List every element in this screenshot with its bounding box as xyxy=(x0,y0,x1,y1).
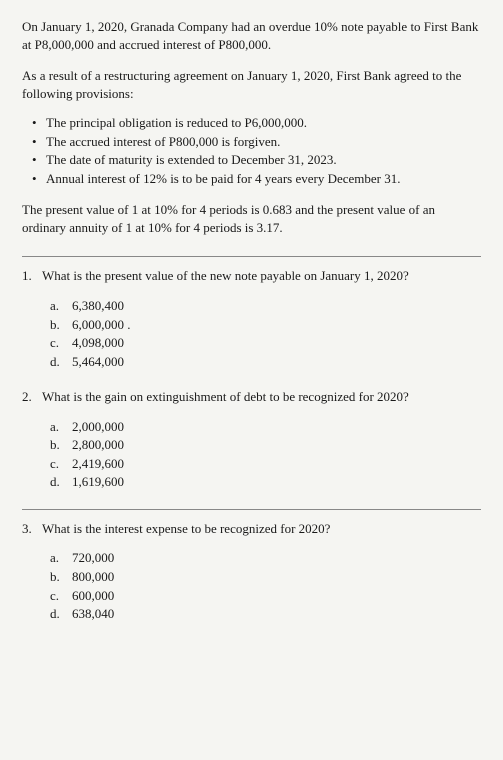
option-item: b. 2,800,000 xyxy=(50,436,481,454)
option-letter: d. xyxy=(50,353,72,371)
option-value: 6,000,000 . xyxy=(72,316,481,334)
bullet-text: The principal obligation is reduced to P… xyxy=(46,114,481,132)
question-block: 2. What is the gain on extinguishment of… xyxy=(22,388,481,491)
question-row: 3. What is the interest expense to be re… xyxy=(22,520,481,538)
option-letter: b. xyxy=(50,316,72,334)
question-number: 1. xyxy=(22,267,42,285)
option-letter: a. xyxy=(50,297,72,315)
option-value: 600,000 xyxy=(72,587,481,605)
question-row: 1. What is the present value of the new … xyxy=(22,267,481,285)
bullet-marker: • xyxy=(32,133,38,151)
option-item: b. 800,000 xyxy=(50,568,481,586)
bullet-item: • The date of maturity is extended to De… xyxy=(32,151,481,169)
option-item: b. 6,000,000 . xyxy=(50,316,481,334)
intro-paragraph: On January 1, 2020, Granada Company had … xyxy=(22,18,481,53)
option-value: 4,098,000 xyxy=(72,334,481,352)
bullet-marker: • xyxy=(32,170,38,188)
option-letter: b. xyxy=(50,568,72,586)
question-block: 1. What is the present value of the new … xyxy=(22,256,481,370)
bullet-item: • Annual interest of 12% is to be paid f… xyxy=(32,170,481,188)
options-list: a. 6,380,400 b. 6,000,000 . c. 4,098,000… xyxy=(22,297,481,370)
question-text: What is the interest expense to be recog… xyxy=(42,520,481,538)
option-item: a. 720,000 xyxy=(50,549,481,567)
question-text: What is the gain on extinguishment of de… xyxy=(42,388,481,406)
options-list: a. 2,000,000 b. 2,800,000 c. 2,419,600 d… xyxy=(22,418,481,491)
option-item: d. 5,464,000 xyxy=(50,353,481,371)
bullet-marker: • xyxy=(32,114,38,132)
options-list: a. 720,000 b. 800,000 c. 600,000 d. 638,… xyxy=(22,549,481,622)
option-letter: d. xyxy=(50,605,72,623)
option-letter: a. xyxy=(50,549,72,567)
question-text: What is the present value of the new not… xyxy=(42,267,481,285)
bullet-text: Annual interest of 12% is to be paid for… xyxy=(46,170,481,188)
option-item: c. 2,419,600 xyxy=(50,455,481,473)
option-item: c. 600,000 xyxy=(50,587,481,605)
bullet-list: • The principal obligation is reduced to… xyxy=(22,114,481,187)
bullet-text: The accrued interest of P800,000 is forg… xyxy=(46,133,481,151)
question-number: 3. xyxy=(22,520,42,538)
bullet-item: • The accrued interest of P800,000 is fo… xyxy=(32,133,481,151)
bullet-item: • The principal obligation is reduced to… xyxy=(32,114,481,132)
option-item: a. 6,380,400 xyxy=(50,297,481,315)
option-item: a. 2,000,000 xyxy=(50,418,481,436)
question-block: 3. What is the interest expense to be re… xyxy=(22,509,481,623)
restructure-paragraph: As a result of a restructuring agreement… xyxy=(22,67,481,102)
option-value: 2,800,000 xyxy=(72,436,481,454)
option-value: 2,419,600 xyxy=(72,455,481,473)
option-letter: b. xyxy=(50,436,72,454)
option-value: 2,000,000 xyxy=(72,418,481,436)
option-item: d. 638,040 xyxy=(50,605,481,623)
pv-info-paragraph: The present value of 1 at 10% for 4 peri… xyxy=(22,201,481,236)
option-letter: c. xyxy=(50,455,72,473)
option-letter: d. xyxy=(50,473,72,491)
option-value: 1,619,600 xyxy=(72,473,481,491)
question-row: 2. What is the gain on extinguishment of… xyxy=(22,388,481,406)
option-item: d. 1,619,600 xyxy=(50,473,481,491)
option-letter: a. xyxy=(50,418,72,436)
option-value: 6,380,400 xyxy=(72,297,481,315)
option-value: 720,000 xyxy=(72,549,481,567)
option-item: c. 4,098,000 xyxy=(50,334,481,352)
bullet-marker: • xyxy=(32,151,38,169)
option-letter: c. xyxy=(50,334,72,352)
option-value: 5,464,000 xyxy=(72,353,481,371)
question-number: 2. xyxy=(22,388,42,406)
option-value: 800,000 xyxy=(72,568,481,586)
option-value: 638,040 xyxy=(72,605,481,623)
option-letter: c. xyxy=(50,587,72,605)
bullet-text: The date of maturity is extended to Dece… xyxy=(46,151,481,169)
